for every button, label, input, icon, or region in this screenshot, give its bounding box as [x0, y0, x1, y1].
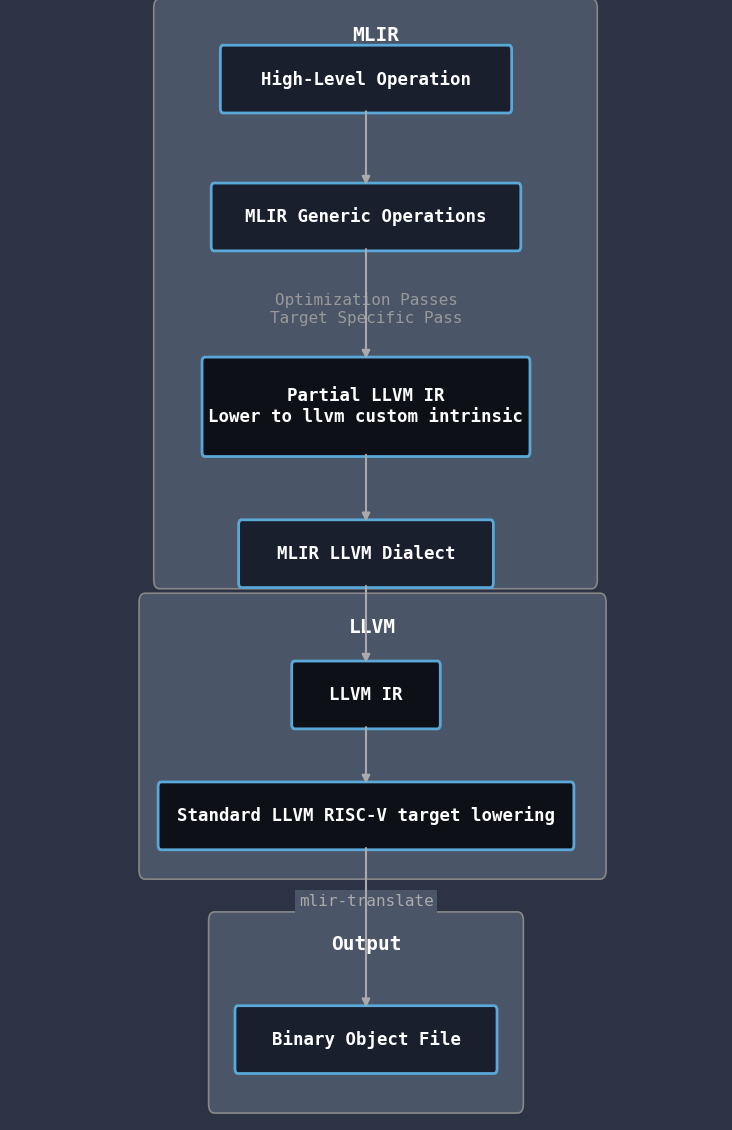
Text: mlir-translate: mlir-translate	[299, 894, 433, 910]
FancyBboxPatch shape	[139, 593, 606, 879]
Text: LLVM: LLVM	[349, 618, 396, 637]
Text: High-Level Operation: High-Level Operation	[261, 70, 471, 88]
Text: MLIR Generic Operations: MLIR Generic Operations	[245, 208, 487, 226]
Text: Output: Output	[331, 935, 401, 954]
Text: MLIR: MLIR	[352, 26, 399, 45]
FancyBboxPatch shape	[239, 520, 493, 588]
FancyBboxPatch shape	[209, 912, 523, 1113]
FancyBboxPatch shape	[211, 183, 521, 251]
Text: MLIR LLVM Dialect: MLIR LLVM Dialect	[277, 545, 455, 563]
Text: Optimization Passes
Target Specific Pass: Optimization Passes Target Specific Pass	[270, 294, 462, 325]
FancyBboxPatch shape	[291, 661, 440, 729]
FancyBboxPatch shape	[202, 357, 530, 457]
Text: Binary Object File: Binary Object File	[272, 1031, 460, 1049]
Text: Partial LLVM IR
Lower to llvm custom intrinsic: Partial LLVM IR Lower to llvm custom int…	[209, 388, 523, 426]
Text: LLVM IR: LLVM IR	[329, 686, 403, 704]
FancyBboxPatch shape	[154, 0, 597, 589]
FancyBboxPatch shape	[235, 1006, 497, 1074]
FancyBboxPatch shape	[158, 782, 574, 850]
Text: Standard LLVM RISC-V target lowering: Standard LLVM RISC-V target lowering	[177, 807, 555, 825]
FancyBboxPatch shape	[220, 45, 512, 113]
